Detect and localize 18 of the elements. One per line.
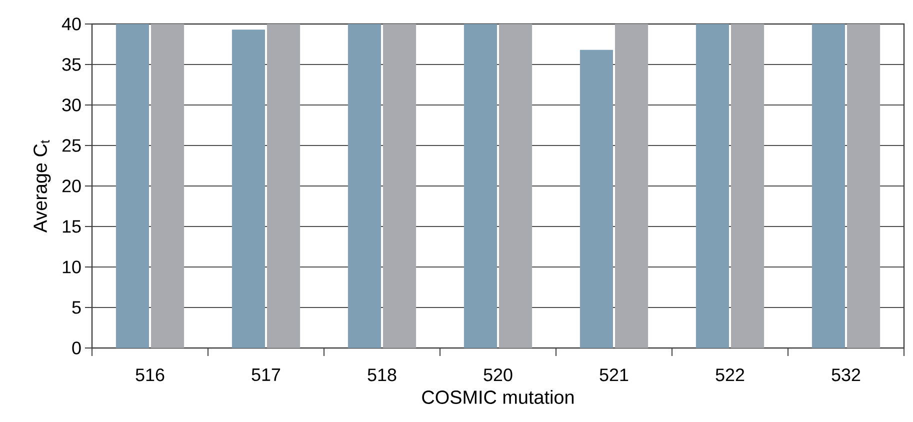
x-tick-label: 518 bbox=[368, 368, 396, 382]
x-axis-title: COSMIC mutation bbox=[422, 390, 574, 404]
y-tick-label: 10 bbox=[62, 260, 81, 274]
y-axis-title: Average C$_{t}$ bbox=[34, 140, 51, 233]
x-tick-label: 516 bbox=[136, 368, 164, 382]
y-tick-label: 30 bbox=[62, 98, 81, 112]
x-tick-label: 520 bbox=[484, 368, 512, 382]
x-tick-label: 521 bbox=[600, 368, 628, 382]
x-tick-label: 517 bbox=[252, 368, 280, 382]
y-tick-label: 25 bbox=[62, 139, 81, 152]
x-tick-label: 532 bbox=[832, 368, 860, 382]
y-tick-label: 35 bbox=[62, 58, 81, 71]
y-tick-label: 40 bbox=[62, 18, 81, 30]
y-tick-label: 0 bbox=[72, 342, 81, 354]
x-tick-label: 522 bbox=[716, 368, 744, 382]
y-tick-label: 15 bbox=[62, 220, 81, 233]
y-tick-label: 20 bbox=[62, 180, 81, 192]
y-tick-label: 5 bbox=[72, 301, 81, 314]
